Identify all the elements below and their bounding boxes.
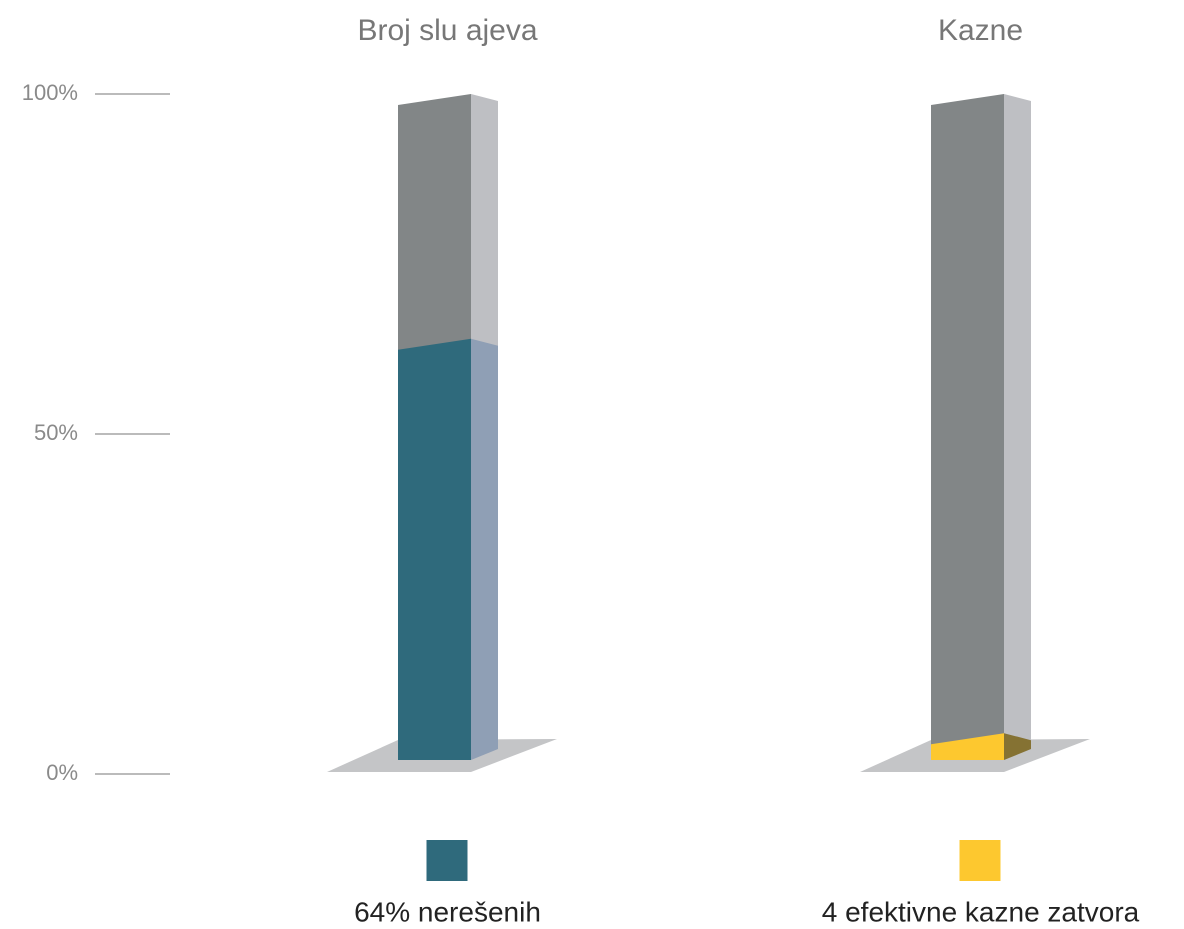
bar-side: [1004, 733, 1031, 760]
y-tick-label: 100%: [22, 80, 78, 105]
y-tick-label: 0%: [46, 760, 78, 785]
legend-label: 64% nerešenih: [354, 896, 541, 927]
column-title: Kazne: [938, 14, 1023, 47]
bar: [931, 733, 1004, 760]
y-tick-label: 50%: [34, 420, 78, 445]
bar: [398, 338, 471, 760]
legend-swatch: [959, 840, 1001, 881]
column-title: Broj slu ajeva: [357, 14, 537, 47]
bar-background-side: [1004, 94, 1031, 760]
legend-swatch: [426, 840, 468, 881]
bar-side: [471, 338, 498, 760]
legend-label: 4 efektivne kazne zatvora: [822, 896, 1140, 927]
bar-background: [931, 94, 1004, 760]
